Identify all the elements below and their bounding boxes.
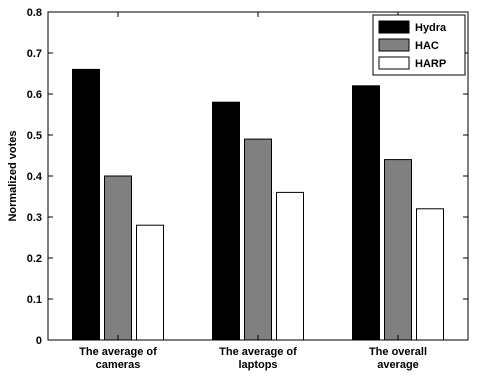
bars-group [72,68,444,341]
y-tick-label: 0 [36,335,42,347]
y-axis-ticks: 0 0.1 0.2 0.3 0.4 0.5 0.6 0.7 0.8 [27,7,468,347]
legend-label-harp: HARP [415,58,446,70]
legend-swatch-hydra [378,20,410,34]
legend-label-hac: HAC [415,40,439,52]
bar-hac-3 [384,159,412,341]
bar-hydra-1 [72,68,100,341]
y-tick-label: 0.1 [27,294,42,306]
y-tick-label: 0.4 [27,171,43,183]
bar-hac-1 [104,175,132,341]
legend-label-hydra: Hydra [415,22,447,34]
x-category-label: average [377,359,419,371]
y-tick-label: 0.8 [27,7,42,19]
bar-hac-2 [244,138,272,341]
y-tick-label: 0.3 [27,212,42,224]
y-tick-label: 0.6 [27,89,42,101]
bar-hydra-2 [212,101,240,341]
bar-harp-1 [136,224,164,341]
x-category-label: The average of [219,346,297,358]
legend-swatch-harp [378,56,410,70]
bar-harp-2 [276,191,304,341]
x-category-label: cameras [96,359,141,371]
y-tick-label: 0.2 [27,253,42,265]
bar-hydra-3 [352,85,380,341]
y-tick-label: 0.7 [27,48,42,60]
bar-harp-3 [416,208,444,341]
x-category-label: The overall [369,346,427,358]
x-category-label: The average of [79,346,157,358]
legend: Hydra HAC HARP [372,14,466,76]
y-axis-title: Normalized votes [7,130,19,221]
x-category-label: laptops [238,359,277,371]
legend-swatch-hac [378,38,410,52]
y-tick-label: 0.5 [27,130,42,142]
